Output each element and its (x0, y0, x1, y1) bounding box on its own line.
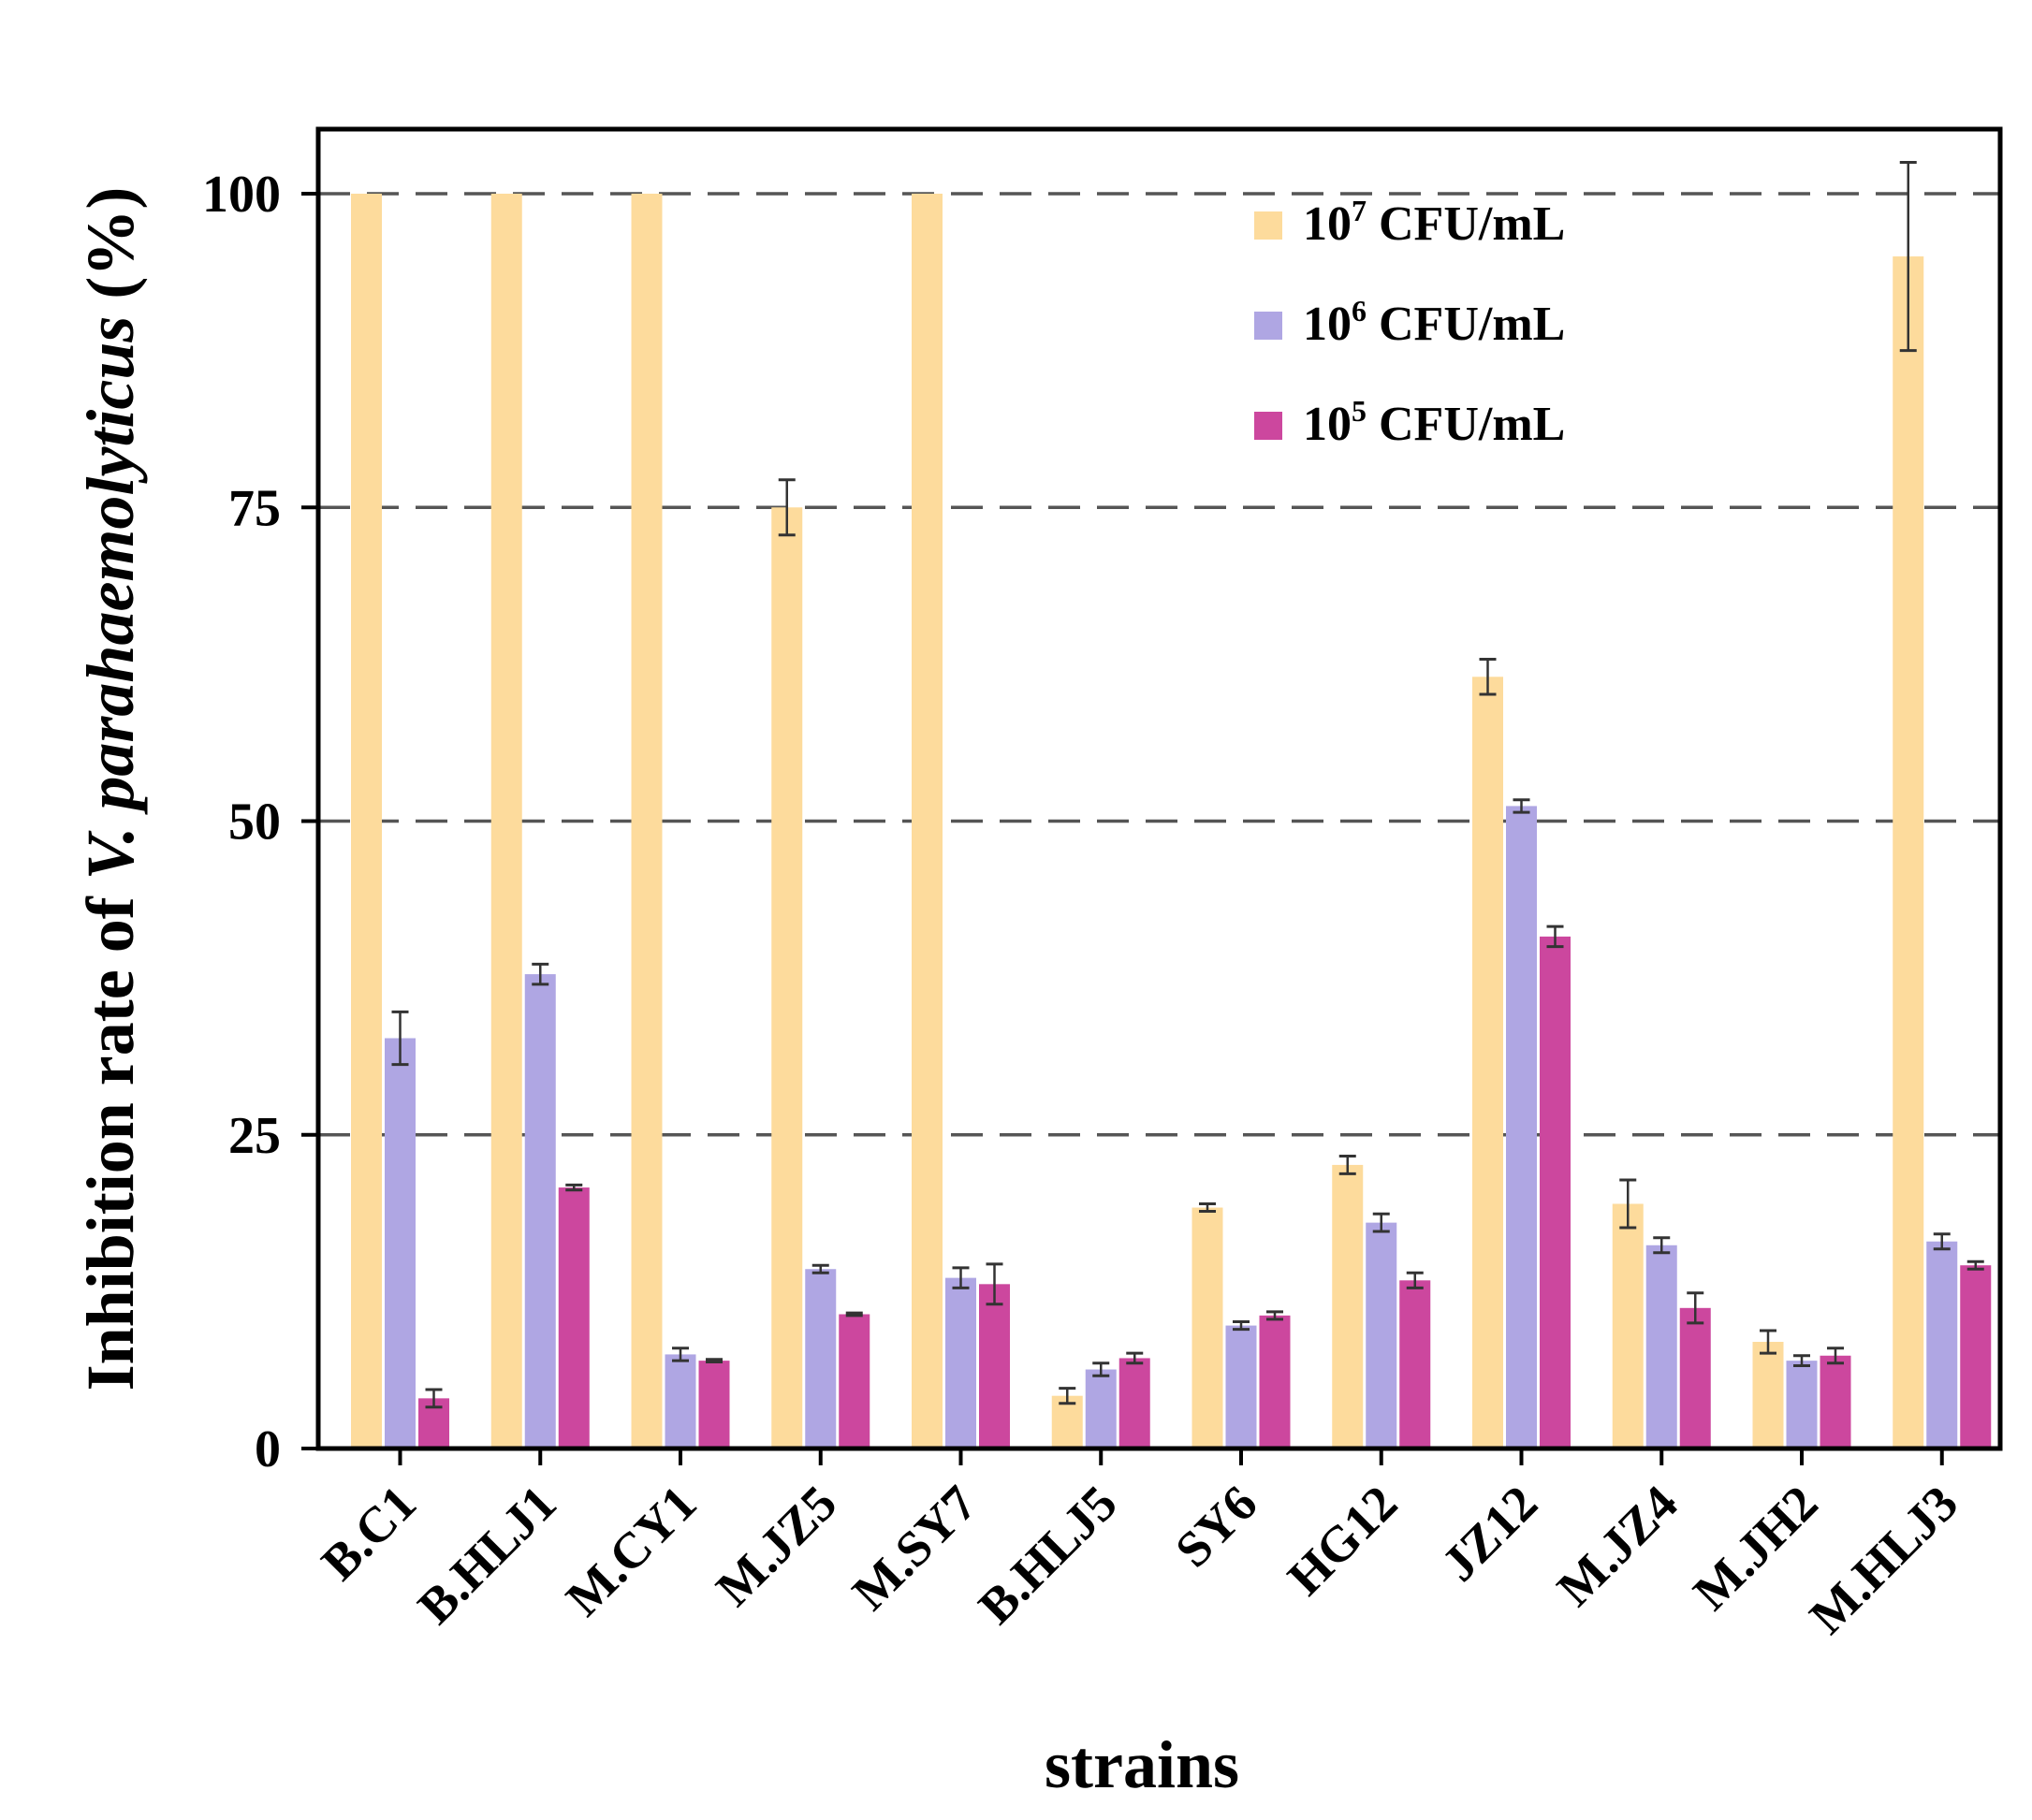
x-category-label: M.JZ5 (706, 1475, 848, 1617)
bar (558, 1187, 590, 1449)
bar (385, 1038, 416, 1449)
legend: 107 CFU/mL 106 CFU/mL 105 CFU/mL (1254, 194, 1565, 451)
x-category-label: M.JZ4 (1546, 1475, 1688, 1617)
bar (1506, 806, 1537, 1449)
x-category-label: B.C1 (311, 1475, 427, 1591)
bar (1786, 1361, 1818, 1449)
bar (1191, 1207, 1223, 1449)
bar (1085, 1369, 1117, 1449)
legend-swatch (1254, 312, 1282, 340)
x-category-label: SY6 (1164, 1475, 1267, 1578)
bar (839, 1314, 870, 1449)
bar (1399, 1280, 1431, 1449)
bar (1366, 1222, 1397, 1449)
bar (1960, 1265, 1992, 1449)
y-tick-label: 0 (255, 1420, 281, 1478)
bar (1225, 1325, 1257, 1449)
y-axis-title-suffix: (%) (73, 187, 148, 316)
bar (1540, 936, 1571, 1449)
bar (1645, 1245, 1677, 1449)
bar (1820, 1355, 1851, 1449)
x-category-label: M.HLJ3 (1799, 1475, 1968, 1644)
error-bars (391, 160, 1984, 1409)
bar (1926, 1241, 1958, 1449)
bar (490, 194, 522, 1449)
x-axis-title: strains (1045, 1727, 1239, 1802)
x-category-label: B.HLJ1 (407, 1475, 567, 1635)
bar (771, 507, 803, 1449)
x-category-label: B.HLJ5 (968, 1475, 1128, 1635)
y-tick-label: 50 (228, 794, 281, 852)
bar (1612, 1203, 1644, 1449)
bar (1472, 677, 1503, 1449)
bar (524, 974, 556, 1449)
bar (1259, 1315, 1291, 1449)
legend-label: 107 CFU/mL (1303, 194, 1565, 251)
legend-swatch (1254, 412, 1282, 440)
bar (1679, 1307, 1711, 1449)
bar (698, 1361, 730, 1449)
legend-swatch (1254, 211, 1282, 240)
bar (1118, 1358, 1150, 1449)
bar (1332, 1164, 1364, 1449)
bar (805, 1269, 837, 1449)
bar (1752, 1342, 1784, 1449)
gridlines (318, 192, 2000, 1137)
x-category-label: HG12 (1277, 1475, 1408, 1606)
y-axis-title-prefix: Inhibition rate of (73, 880, 148, 1390)
legend-label: 105 CFU/mL (1303, 394, 1565, 451)
y-tick-label: 25 (228, 1107, 281, 1165)
y-axis-ticks: 0 25 50 75 100 (202, 166, 318, 1478)
y-axis-title: Inhibition rate of V. parahaemolyticus (… (73, 187, 148, 1391)
legend-label: 106 CFU/mL (1303, 294, 1565, 351)
bar (1893, 256, 1924, 1449)
bar (351, 194, 382, 1449)
y-tick-label: 75 (228, 479, 281, 537)
x-category-label: JZ12 (1431, 1475, 1548, 1592)
x-category-label: M.CY1 (555, 1475, 707, 1626)
x-category-label: M.SY7 (841, 1475, 987, 1621)
y-tick-label: 100 (202, 166, 281, 224)
bars (351, 194, 1992, 1449)
bar (979, 1284, 1010, 1449)
y-axis-title-italic: V. parahaemolyticus (73, 316, 148, 881)
bar (665, 1354, 696, 1449)
bar (912, 194, 943, 1449)
plot-frame (315, 126, 2003, 1451)
bar (631, 194, 663, 1449)
bar (945, 1277, 976, 1449)
